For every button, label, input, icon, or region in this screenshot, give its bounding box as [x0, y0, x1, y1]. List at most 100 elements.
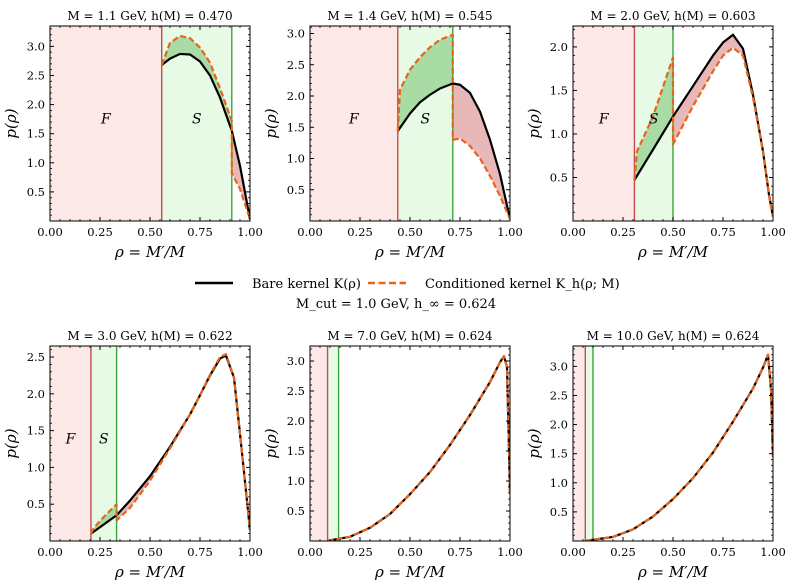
- forbidden-label: F: [100, 112, 112, 128]
- y-tick-label: 0.5: [27, 185, 45, 199]
- y-tick-label: 3.0: [287, 27, 305, 41]
- y-axis-label: p(ρ): [525, 108, 543, 138]
- y-tick-label: 2.5: [550, 388, 568, 402]
- x-tick-label: 0.75: [710, 545, 736, 559]
- y-tick-label: 1.5: [550, 83, 568, 97]
- legend-conditioned-label: Conditioned kernel K_h(ρ; M): [425, 277, 620, 292]
- gain-shading: [397, 34, 453, 132]
- x-tick-label: 0.25: [87, 225, 113, 239]
- y-axis-label: p(ρ): [262, 108, 280, 138]
- x-tick-label: 1.00: [237, 545, 263, 559]
- s-region: [585, 346, 593, 541]
- x-axis-label: ρ = M′/M: [374, 243, 446, 261]
- conditioned-kernel-curve: [396, 33, 510, 220]
- s-label: S: [192, 112, 202, 128]
- y-tick-label: 2.5: [27, 68, 45, 82]
- x-tick-label: 0.25: [610, 225, 636, 239]
- forbidden-region: [50, 26, 162, 221]
- x-tick-label: 0.00: [37, 545, 63, 559]
- x-tick-label: 1.00: [237, 225, 263, 239]
- y-axis-label: p(ρ): [262, 428, 280, 458]
- s-label: S: [420, 112, 430, 128]
- forbidden-region: [573, 26, 635, 221]
- y-tick-label: 1.0: [287, 152, 305, 166]
- y-tick-label: 1.0: [287, 474, 305, 488]
- panel-2: F S 0.00 0.25 0.50 0.75 1.00 0.5 1.0 1.5 2.0 2.5 3.0…: [262, 9, 523, 261]
- panel-6: 0.00 0.25 0.50 0.75 1.00 0.5 1.0 1.5 2.0 2.5 3.0 M …: [525, 329, 786, 581]
- y-tick-label: 0.5: [27, 497, 45, 511]
- x-tick-label: 0.75: [187, 545, 213, 559]
- x-tick-label: 0.75: [710, 225, 736, 239]
- legend: Bare kernel K(ρ) Conditioned kernel K_h(…: [195, 277, 620, 292]
- axes-frame: [309, 345, 511, 542]
- bare-kernel-curve: [396, 82, 510, 220]
- x-tick-label: 0.25: [610, 545, 636, 559]
- conditioned-kernel-curve: [160, 34, 250, 220]
- panel-title: M = 1.1 GeV, h(M) = 0.470: [67, 9, 232, 23]
- panel-title: M = 10.0 GeV, h(M) = 0.624: [587, 329, 760, 343]
- y-tick-label: 2.5: [287, 58, 305, 72]
- y-tick-label: 3.0: [550, 359, 568, 373]
- bare-kernel-curve: [161, 52, 250, 220]
- y-tick-label: 0.5: [287, 504, 305, 518]
- x-axis-label: ρ = M′/M: [374, 563, 446, 581]
- y-tick-label: 2.0: [27, 387, 45, 401]
- y-tick-label: 1.5: [287, 120, 305, 134]
- conditioned-kernel-curve: [585, 353, 773, 541]
- x-tick-label: 0.75: [447, 225, 473, 239]
- footer-params: M_cut = 1.0 GeV, h_∞ = 0.624: [296, 297, 496, 312]
- x-tick-label: 1.00: [497, 225, 523, 239]
- y-tick-label: 1.0: [550, 476, 568, 490]
- legend-bare-label: Bare kernel K(ρ): [252, 277, 361, 292]
- loss-shading: [673, 34, 773, 217]
- x-axis-label: ρ = M′/M: [114, 243, 186, 261]
- forbidden-region: [50, 346, 91, 541]
- forbidden-region: [310, 346, 328, 541]
- conditioned-kernel-curve: [633, 46, 773, 217]
- panel-4: F S 0.00 0.25 0.50 0.75 1.00 0.5 1.0 1.5 2.0 2.5 M =…: [2, 329, 263, 581]
- x-tick-label: 0.00: [297, 225, 323, 239]
- y-tick-label: 2.5: [287, 384, 305, 398]
- x-axis-label: ρ = M′/M: [637, 563, 709, 581]
- y-tick-label: 1.5: [550, 447, 568, 461]
- conditioned-kernel-curve: [327, 355, 510, 541]
- x-tick-label: 0.75: [447, 545, 473, 559]
- forbidden-label: F: [598, 112, 610, 128]
- y-tick-label: 1.0: [550, 127, 568, 141]
- y-axis-label: p(ρ): [2, 428, 20, 458]
- panel-title: M = 2.0 GeV, h(M) = 0.603: [590, 9, 755, 23]
- forbidden-label: F: [348, 112, 360, 128]
- y-tick-label: 2.0: [550, 418, 568, 432]
- x-tick-label: 0.50: [137, 225, 163, 239]
- loss-shading: [116, 355, 250, 530]
- s-region: [327, 346, 339, 541]
- x-tick-label: 1.00: [760, 545, 786, 559]
- bare-kernel-curve: [327, 355, 510, 541]
- forbidden-region: [573, 346, 586, 541]
- y-tick-label: 1.0: [27, 460, 45, 474]
- y-tick-label: 3.0: [287, 354, 305, 368]
- y-tick-label: 2.0: [287, 414, 305, 428]
- y-axis-label: p(ρ): [2, 108, 20, 138]
- x-tick-label: 0.50: [137, 545, 163, 559]
- x-tick-label: 0.75: [187, 225, 213, 239]
- panel-3: F S 0.00 0.25 0.50 0.75 1.00 0.5 1.0 1.5 2.0 M = 2.…: [525, 9, 786, 261]
- x-tick-label: 0.50: [397, 545, 423, 559]
- y-tick-label: 1.5: [27, 127, 45, 141]
- y-tick-label: 2.0: [550, 40, 568, 54]
- x-tick-label: 0.00: [560, 545, 586, 559]
- y-tick-label: 1.5: [27, 424, 45, 438]
- x-tick-label: 1.00: [497, 545, 523, 559]
- bare-kernel-curve: [585, 353, 773, 541]
- y-tick-label: 0.5: [550, 170, 568, 184]
- y-tick-label: 0.5: [550, 505, 568, 519]
- x-tick-label: 0.50: [397, 225, 423, 239]
- x-tick-label: 0.00: [297, 545, 323, 559]
- y-tick-label: 3.0: [27, 39, 45, 53]
- y-tick-label: 2.0: [27, 98, 45, 112]
- s-label: S: [99, 432, 109, 448]
- panel-title: M = 1.4 GeV, h(M) = 0.545: [327, 9, 492, 23]
- x-axis-label: ρ = M′/M: [114, 563, 186, 581]
- x-tick-label: 1.00: [760, 225, 786, 239]
- y-tick-label: 1.0: [27, 156, 45, 170]
